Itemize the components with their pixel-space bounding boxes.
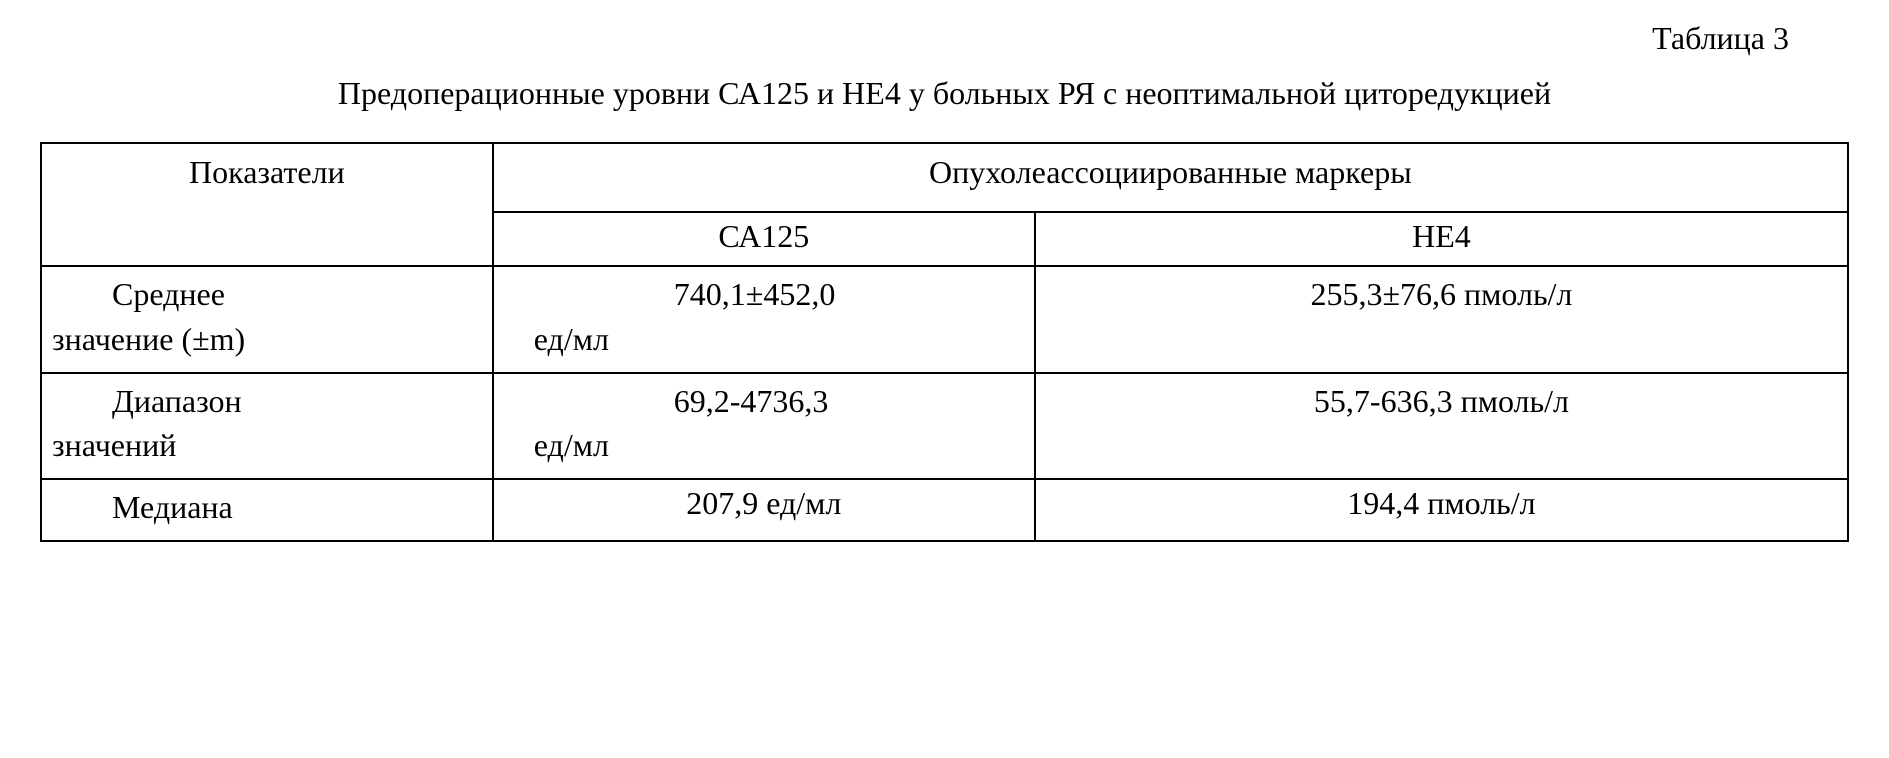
header-he4: НЕ4 — [1035, 212, 1848, 266]
row-median: Медиана 207,9 ед/мл 194,4 пмоль/л — [41, 479, 1848, 541]
range-label-line1: Диапазон — [52, 379, 482, 424]
mean-ca125: 740,1±452,0 ед/мл — [493, 266, 1035, 373]
median-he4: 194,4 пмоль/л — [1035, 479, 1848, 541]
mean-ca125-unit: ед/мл — [534, 317, 1024, 362]
mean-ca125-value: 740,1±452,0 — [534, 272, 1024, 317]
header-ca125: СА125 — [493, 212, 1035, 266]
header-indicators: Показатели — [41, 143, 493, 266]
row-mean: Среднее значение (±m) 740,1±452,0 ед/мл … — [41, 266, 1848, 373]
range-he4: 55,7-636,3 пмоль/л — [1035, 373, 1848, 480]
median-label: Медиана — [41, 479, 493, 541]
range-ca125: 69,2-4736,3 ед/мл — [493, 373, 1035, 480]
range-label: Диапазон значений — [41, 373, 493, 480]
range-ca125-value: 69,2-4736,3 — [534, 379, 1024, 424]
median-ca125: 207,9 ед/мл — [493, 479, 1035, 541]
row-range: Диапазон значений 69,2-4736,3 ед/мл 55,7… — [41, 373, 1848, 480]
range-label-line2: значений — [52, 423, 482, 468]
mean-label-line1: Среднее — [52, 272, 482, 317]
header-row-1: Показатели Опухолеассоциированные маркер… — [41, 143, 1848, 212]
data-table: Показатели Опухолеассоциированные маркер… — [40, 142, 1849, 542]
table-number: Таблица 3 — [40, 20, 1849, 57]
median-label-text: Медиана — [52, 485, 482, 530]
mean-label-line2: значение (±m) — [52, 317, 482, 362]
range-ca125-unit: ед/мл — [534, 423, 1024, 468]
mean-label: Среднее значение (±m) — [41, 266, 493, 373]
header-markers: Опухолеассоциированные маркеры — [493, 143, 1848, 212]
mean-he4: 255,3±76,6 пмоль/л — [1035, 266, 1848, 373]
table-title: Предоперационные уровни СА125 и НЕ4 у бо… — [40, 69, 1849, 117]
